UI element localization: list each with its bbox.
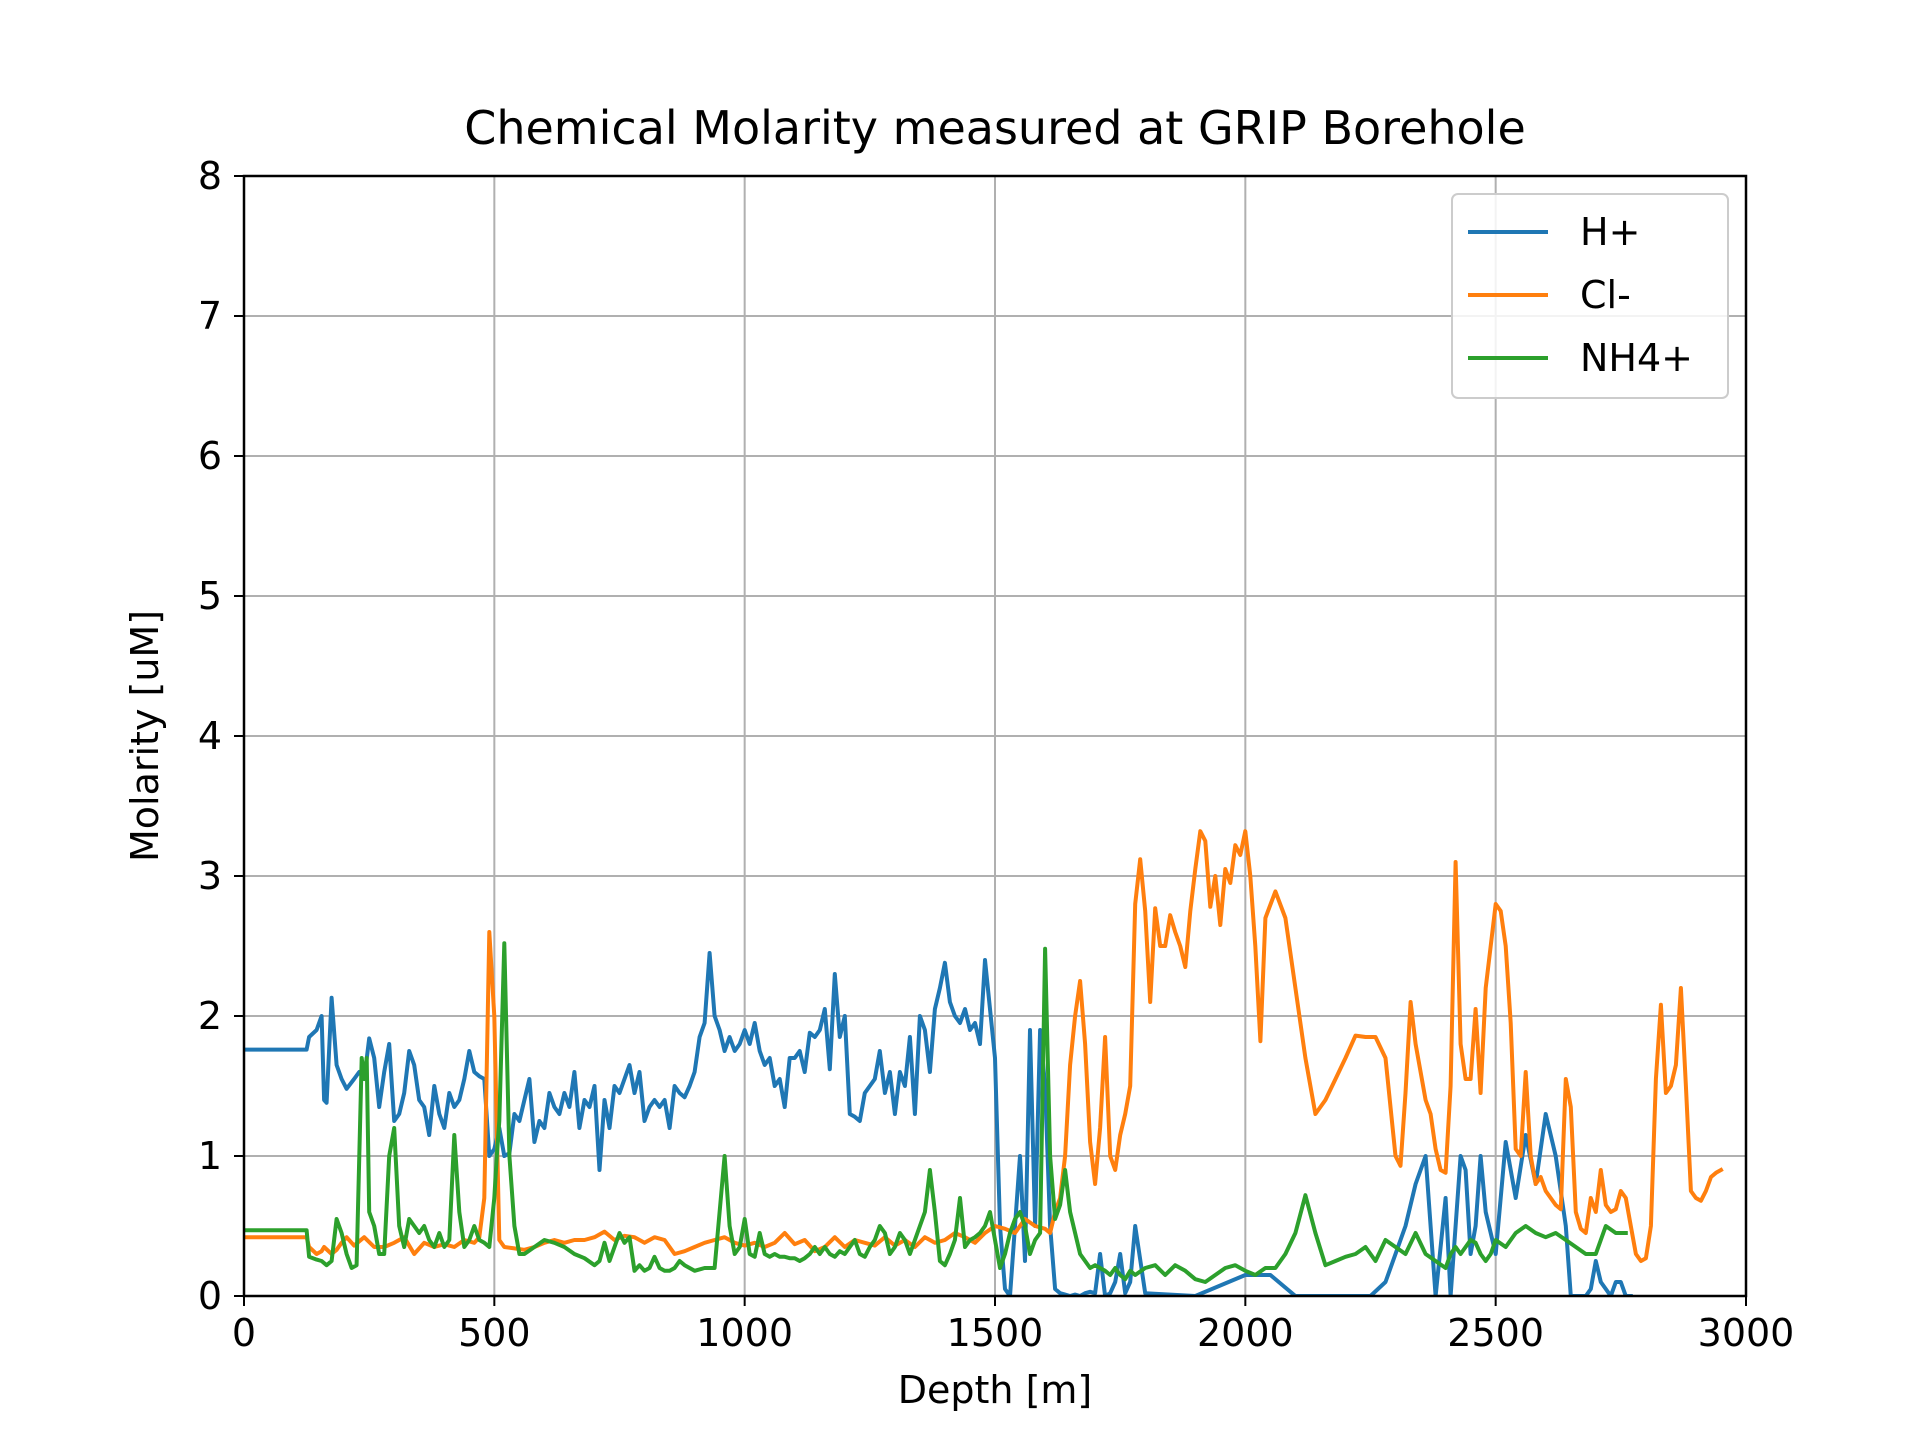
- y-tick-label: 8: [198, 154, 222, 198]
- axis-ticks: 0 500 1000 1500 2000 2500 3000 0 1 2 3 4 5 6 7 8: [198, 154, 1795, 1355]
- legend-entry: Cl-: [1580, 273, 1631, 317]
- series-line-cl: [244, 829, 1724, 1263]
- legend-box: [1451, 193, 1729, 399]
- y-tick-label: 7: [198, 294, 222, 338]
- series-lines: [244, 829, 1724, 1296]
- legend: H+ Cl- NH4+: [1451, 193, 1729, 399]
- x-axis-label: Depth [m]: [898, 1368, 1093, 1412]
- x-tick-label: 1500: [947, 1311, 1044, 1355]
- y-tick-label: 1: [198, 1134, 222, 1178]
- legend-entry: H+: [1580, 210, 1640, 254]
- x-tick-label: 1000: [696, 1311, 793, 1355]
- series-line-h: [244, 951, 1633, 1296]
- series-line-nh4: [244, 941, 1628, 1284]
- y-tick-label: 6: [198, 434, 222, 478]
- y-tick-label: 5: [198, 574, 222, 618]
- x-tick-label: 2000: [1197, 1311, 1294, 1355]
- y-tick-label: 4: [198, 714, 222, 758]
- y-tick-label: 3: [198, 854, 222, 898]
- y-tick-label: 2: [198, 994, 222, 1038]
- x-tick-label: 2500: [1447, 1311, 1544, 1355]
- x-tick-label: 0: [232, 1311, 256, 1355]
- chart-title: Chemical Molarity measured at GRIP Boreh…: [464, 101, 1526, 155]
- x-tick-label: 500: [458, 1311, 531, 1355]
- legend-entry: NH4+: [1580, 336, 1693, 380]
- x-tick-label: 3000: [1698, 1311, 1795, 1355]
- y-tick-label: 0: [198, 1274, 222, 1318]
- y-axis-label: Molarity [uM]: [123, 610, 167, 862]
